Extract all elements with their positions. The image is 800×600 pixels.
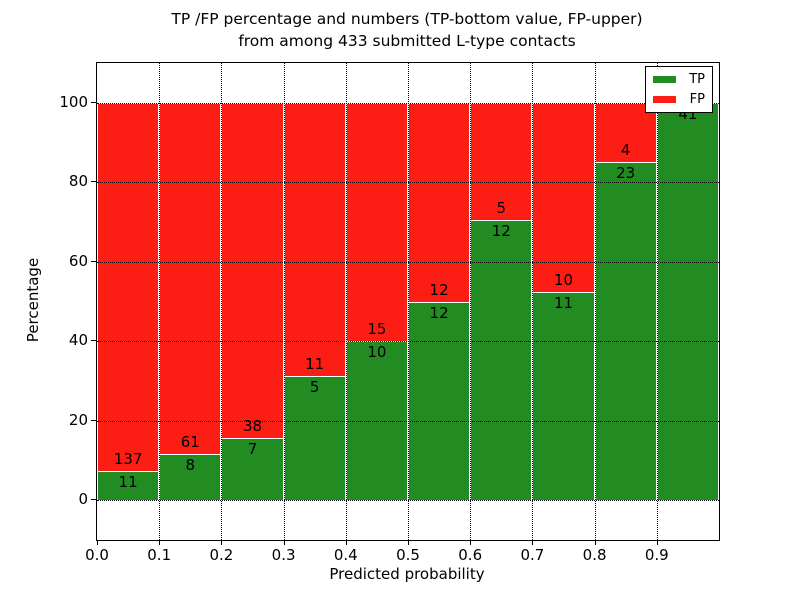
- tp-count-label: 11: [118, 472, 138, 491]
- x-gridline: [345, 63, 347, 540]
- legend-item-tp: TP: [653, 73, 705, 86]
- fp-bar-segment: [408, 102, 471, 302]
- x-gridline: [594, 63, 596, 540]
- x-tick-label: 0.7: [520, 546, 545, 564]
- x-gridline: [159, 63, 161, 540]
- tp-bar-segment: [594, 161, 657, 501]
- tp-bar-segment: [470, 219, 533, 501]
- x-tick-mark: [408, 540, 409, 545]
- y-tick-label: 100: [59, 92, 88, 111]
- y-tick-label: 0: [78, 490, 88, 509]
- fp-bar-segment: [221, 102, 284, 439]
- x-tick-label: 0.6: [458, 546, 483, 564]
- y-tick-mark: [91, 101, 96, 103]
- y-tick-label: 60: [68, 251, 88, 270]
- x-tick-mark: [221, 540, 223, 545]
- fp-bar-segment: [345, 102, 408, 342]
- y-axis-label: Percentage: [24, 257, 42, 343]
- y-tick-mark: [91, 499, 96, 501]
- fp-bar-segment: [532, 102, 595, 293]
- fp-bar-segment: [283, 102, 346, 377]
- tp-bar-segment: [532, 292, 595, 501]
- chart-title-line2: from among 433 submitted L-type contacts: [238, 32, 576, 50]
- x-tick-mark: [470, 540, 472, 545]
- y-tick-label: 40: [68, 331, 88, 350]
- fp-count-label: 61: [180, 433, 200, 452]
- tp-bar-segment: [283, 376, 346, 501]
- x-gridline: [221, 63, 223, 540]
- tp-bar-segment: [97, 470, 160, 501]
- tp-count-label: 12: [429, 303, 449, 322]
- tp-count-label: 10: [367, 343, 387, 362]
- y-tick-mark: [91, 419, 96, 421]
- y-gridline: [97, 500, 719, 502]
- fp-swatch-icon: [653, 96, 676, 103]
- y-gridline: [97, 182, 719, 184]
- y-gridline: [97, 261, 719, 263]
- fp-bar-segment: [97, 102, 160, 471]
- fp-count-label: 4: [620, 140, 631, 159]
- y-gridline: [97, 420, 719, 422]
- x-gridline: [656, 63, 658, 540]
- tp-swatch-icon: [653, 76, 676, 83]
- x-tick-mark: [532, 540, 534, 545]
- y-gridline: [97, 341, 719, 343]
- x-tick-mark: [594, 540, 596, 545]
- fp-count-label: 137: [113, 449, 143, 468]
- y-gridline: [97, 102, 719, 104]
- fp-count-label: 38: [242, 417, 263, 436]
- tp-bar-segment: [408, 301, 471, 501]
- legend-label-tp: TP: [689, 72, 705, 87]
- tp-bar-segment: [221, 438, 284, 501]
- x-tick-label: 0.3: [271, 546, 296, 564]
- legend: TP FP: [645, 66, 713, 113]
- plot-area: 137 11 61 8 38 7 11 5 15 10 12 12 5 12 10 11 4 23 41: [96, 62, 720, 541]
- x-tick-mark: [345, 540, 347, 545]
- tp-count-label: 12: [491, 221, 511, 240]
- y-tick-mark: [91, 181, 96, 183]
- fp-count-label: 11: [305, 355, 325, 374]
- x-gridline: [470, 63, 472, 540]
- y-tick-mark: [91, 340, 96, 342]
- x-tick-mark: [159, 540, 161, 545]
- x-tick-label: 0.8: [582, 546, 607, 564]
- tp-count-label: 23: [616, 163, 636, 182]
- tp-count-label: 8: [185, 456, 196, 475]
- tp-count-label: 7: [247, 440, 258, 459]
- x-tick-label: 0.1: [147, 546, 172, 564]
- x-tick-label: 0.4: [333, 546, 358, 564]
- x-tick-label: 0.0: [85, 546, 109, 564]
- fp-bar-segment: [470, 102, 533, 220]
- y-tick-label: 20: [68, 410, 88, 429]
- y-tick-label: 80: [68, 172, 88, 191]
- tp-count-label: 11: [553, 294, 574, 313]
- fp-count-label: 15: [367, 320, 387, 339]
- tp-count-label: 5: [309, 378, 320, 397]
- tp-bar-segment: [159, 454, 222, 501]
- x-tick-label: 0.2: [209, 546, 234, 564]
- x-gridline: [408, 63, 409, 540]
- x-axis-label: Predicted probability: [329, 565, 485, 583]
- fp-bar-segment: [159, 102, 222, 455]
- x-gridline: [283, 63, 285, 540]
- x-tick-mark: [97, 540, 98, 545]
- fp-count-label: 5: [496, 198, 507, 217]
- x-tick-mark: [656, 540, 658, 545]
- x-tick-mark: [283, 540, 285, 545]
- tp-bar-segment: [656, 102, 719, 501]
- chart-title-line1: TP /FP percentage and numbers (TP-bottom…: [171, 10, 643, 28]
- legend-item-fp: FP: [653, 93, 705, 106]
- y-tick-mark: [91, 260, 96, 262]
- x-gridline: [532, 63, 534, 540]
- fp-count-label: 10: [553, 271, 574, 290]
- x-tick-label: 0.5: [396, 546, 420, 564]
- fp-count-label: 12: [429, 280, 449, 299]
- legend-label-fp: FP: [689, 92, 705, 107]
- x-tick-label: 0.9: [644, 546, 669, 564]
